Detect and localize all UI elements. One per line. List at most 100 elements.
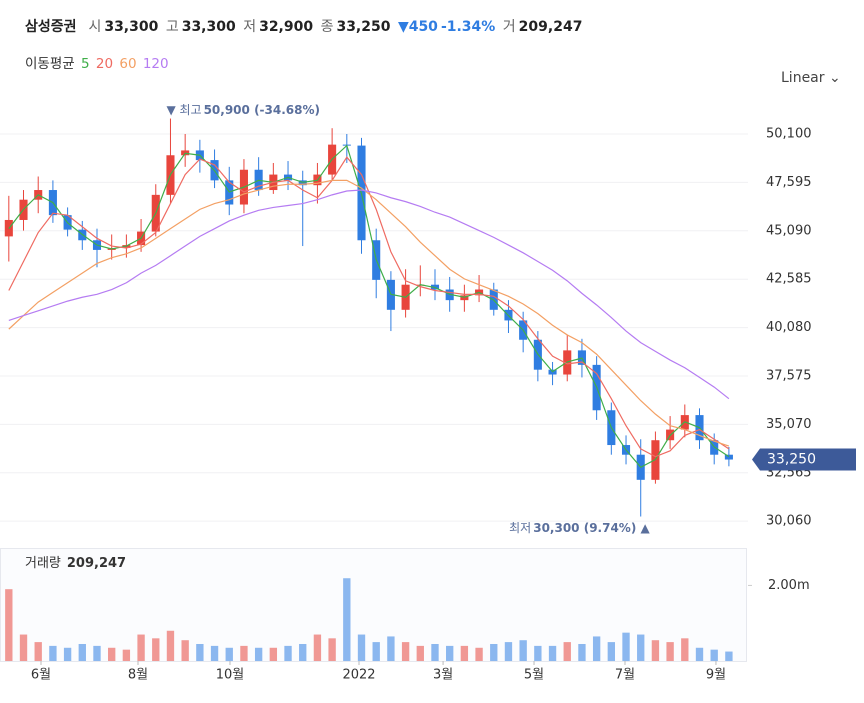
volume-bar xyxy=(181,640,189,661)
y-tick-label: 35,070 xyxy=(766,417,812,432)
volume-bar xyxy=(578,643,586,661)
candle-body xyxy=(724,454,733,460)
change-pct: -1.34% xyxy=(440,19,496,35)
volume-title-label: 거래량 xyxy=(25,556,61,571)
y-tick-label: 37,575 xyxy=(766,368,812,383)
volume-bar xyxy=(725,651,733,661)
volume-bar xyxy=(475,647,483,661)
volume-title-value: 209,247 xyxy=(67,556,126,571)
y-tick-label: 42,585 xyxy=(766,272,812,287)
volume-bar xyxy=(651,640,660,661)
volume-bar xyxy=(210,645,219,661)
ma-line xyxy=(8,179,730,447)
value: 33,250 xyxy=(336,19,391,35)
volume-bar xyxy=(592,636,601,661)
annotation-value: 50,900 (-34.68%) xyxy=(204,103,320,117)
volume-bar xyxy=(166,630,175,661)
last-price-label: 33,250 xyxy=(767,452,816,468)
volume-bar xyxy=(387,636,395,661)
ma-line xyxy=(8,156,730,458)
label: 시 xyxy=(88,19,102,35)
volume-bar xyxy=(78,643,86,661)
x-tick-label: 7월 xyxy=(615,668,635,683)
volume-bar xyxy=(401,642,410,661)
y-tick-label: 50,100 xyxy=(766,127,812,142)
annotation-label: ▼ 최고 xyxy=(166,103,201,117)
x-tick-label: 5월 xyxy=(524,668,544,683)
scale-toggle[interactable]: Linear ⌄ xyxy=(781,70,841,86)
change: ▼450 xyxy=(397,19,438,35)
label: 거 xyxy=(502,19,516,35)
x-tick-label: 3월 xyxy=(433,668,453,683)
max-annotation: ▼ 최고 50,900 (-34.68%) xyxy=(166,103,320,117)
label: 고 xyxy=(165,19,179,35)
volume-bar xyxy=(534,645,542,661)
legend-entry: 120 xyxy=(142,56,169,72)
volume-bar xyxy=(34,642,42,661)
volume-bar xyxy=(240,645,248,661)
value: 33,300 xyxy=(181,19,236,35)
volume-bar xyxy=(431,643,439,661)
volume-bar xyxy=(225,647,233,661)
scale-mode[interactable]: Linear xyxy=(781,70,825,86)
volume-bar xyxy=(666,642,674,661)
volume-bar xyxy=(63,647,72,661)
annotation-value: 30,300 (9.74%) ▲ xyxy=(533,521,650,535)
volume-bar xyxy=(681,638,689,661)
legend-entry: 20 xyxy=(95,56,114,72)
value: 32,900 xyxy=(259,19,314,35)
volume-bar xyxy=(622,632,630,661)
volume-bar xyxy=(504,642,513,661)
x-tick-label: 10월 xyxy=(216,668,245,683)
volume-bar xyxy=(19,634,28,661)
ma-line xyxy=(8,144,730,469)
volume-bar xyxy=(284,645,292,661)
y-tick-label: 45,090 xyxy=(766,223,812,238)
volume-bar xyxy=(254,647,263,661)
volume-bar xyxy=(372,642,380,661)
volume-bar xyxy=(607,642,616,661)
volume-bar xyxy=(637,634,645,661)
volume-bar xyxy=(563,642,571,661)
y-tick-label: 47,595 xyxy=(766,175,812,190)
volume-bar xyxy=(695,647,704,661)
volume-bar xyxy=(108,647,116,661)
label: 저 xyxy=(243,19,257,35)
x-tick-label: 2022 xyxy=(342,668,375,683)
volume-bar xyxy=(519,640,527,661)
volume-bar xyxy=(137,634,145,661)
y-tick-label: 30,060 xyxy=(766,514,812,529)
volume-bar xyxy=(313,634,322,661)
legend-entry: 60 xyxy=(119,56,137,72)
value: 33,300 xyxy=(104,19,159,35)
volume-bar xyxy=(460,645,469,661)
x-tick-label: 9월 xyxy=(706,668,726,683)
legend-title: 이동평균 xyxy=(25,56,75,72)
volume-bar xyxy=(710,649,718,661)
volume-bar xyxy=(196,643,204,661)
volume-bar xyxy=(122,649,131,661)
last-price-tag xyxy=(752,448,856,471)
volume-bar xyxy=(416,645,424,661)
ma-legend: 이동평균 5 20 60 120 xyxy=(25,52,171,72)
stock-name: 삼성증권 xyxy=(25,19,77,35)
ma-line xyxy=(8,189,730,400)
volume-bar xyxy=(357,634,366,661)
volume-bar xyxy=(5,589,13,661)
annotation-label: 최저 xyxy=(509,521,531,535)
volume-bar xyxy=(446,645,454,661)
y-tick-label: 40,080 xyxy=(766,320,812,335)
volume-tick-label: 2.00m xyxy=(768,578,810,593)
x-tick-label: 6월 xyxy=(31,668,51,683)
volume-bar xyxy=(548,645,557,661)
volume-bar xyxy=(299,643,307,661)
x-tick-label: 8월 xyxy=(128,668,148,683)
volume-bar xyxy=(93,645,101,661)
quote-header: 삼성증권 시 33,300 고 33,300 저 32,900 종 33,250 ▼45… xyxy=(25,16,585,36)
legend-entry: 5 xyxy=(80,56,90,72)
min-annotation: 최저 30,300 (9.74%) ▲ xyxy=(509,521,650,535)
volume-bar xyxy=(152,638,160,661)
volume-bar xyxy=(490,643,498,661)
